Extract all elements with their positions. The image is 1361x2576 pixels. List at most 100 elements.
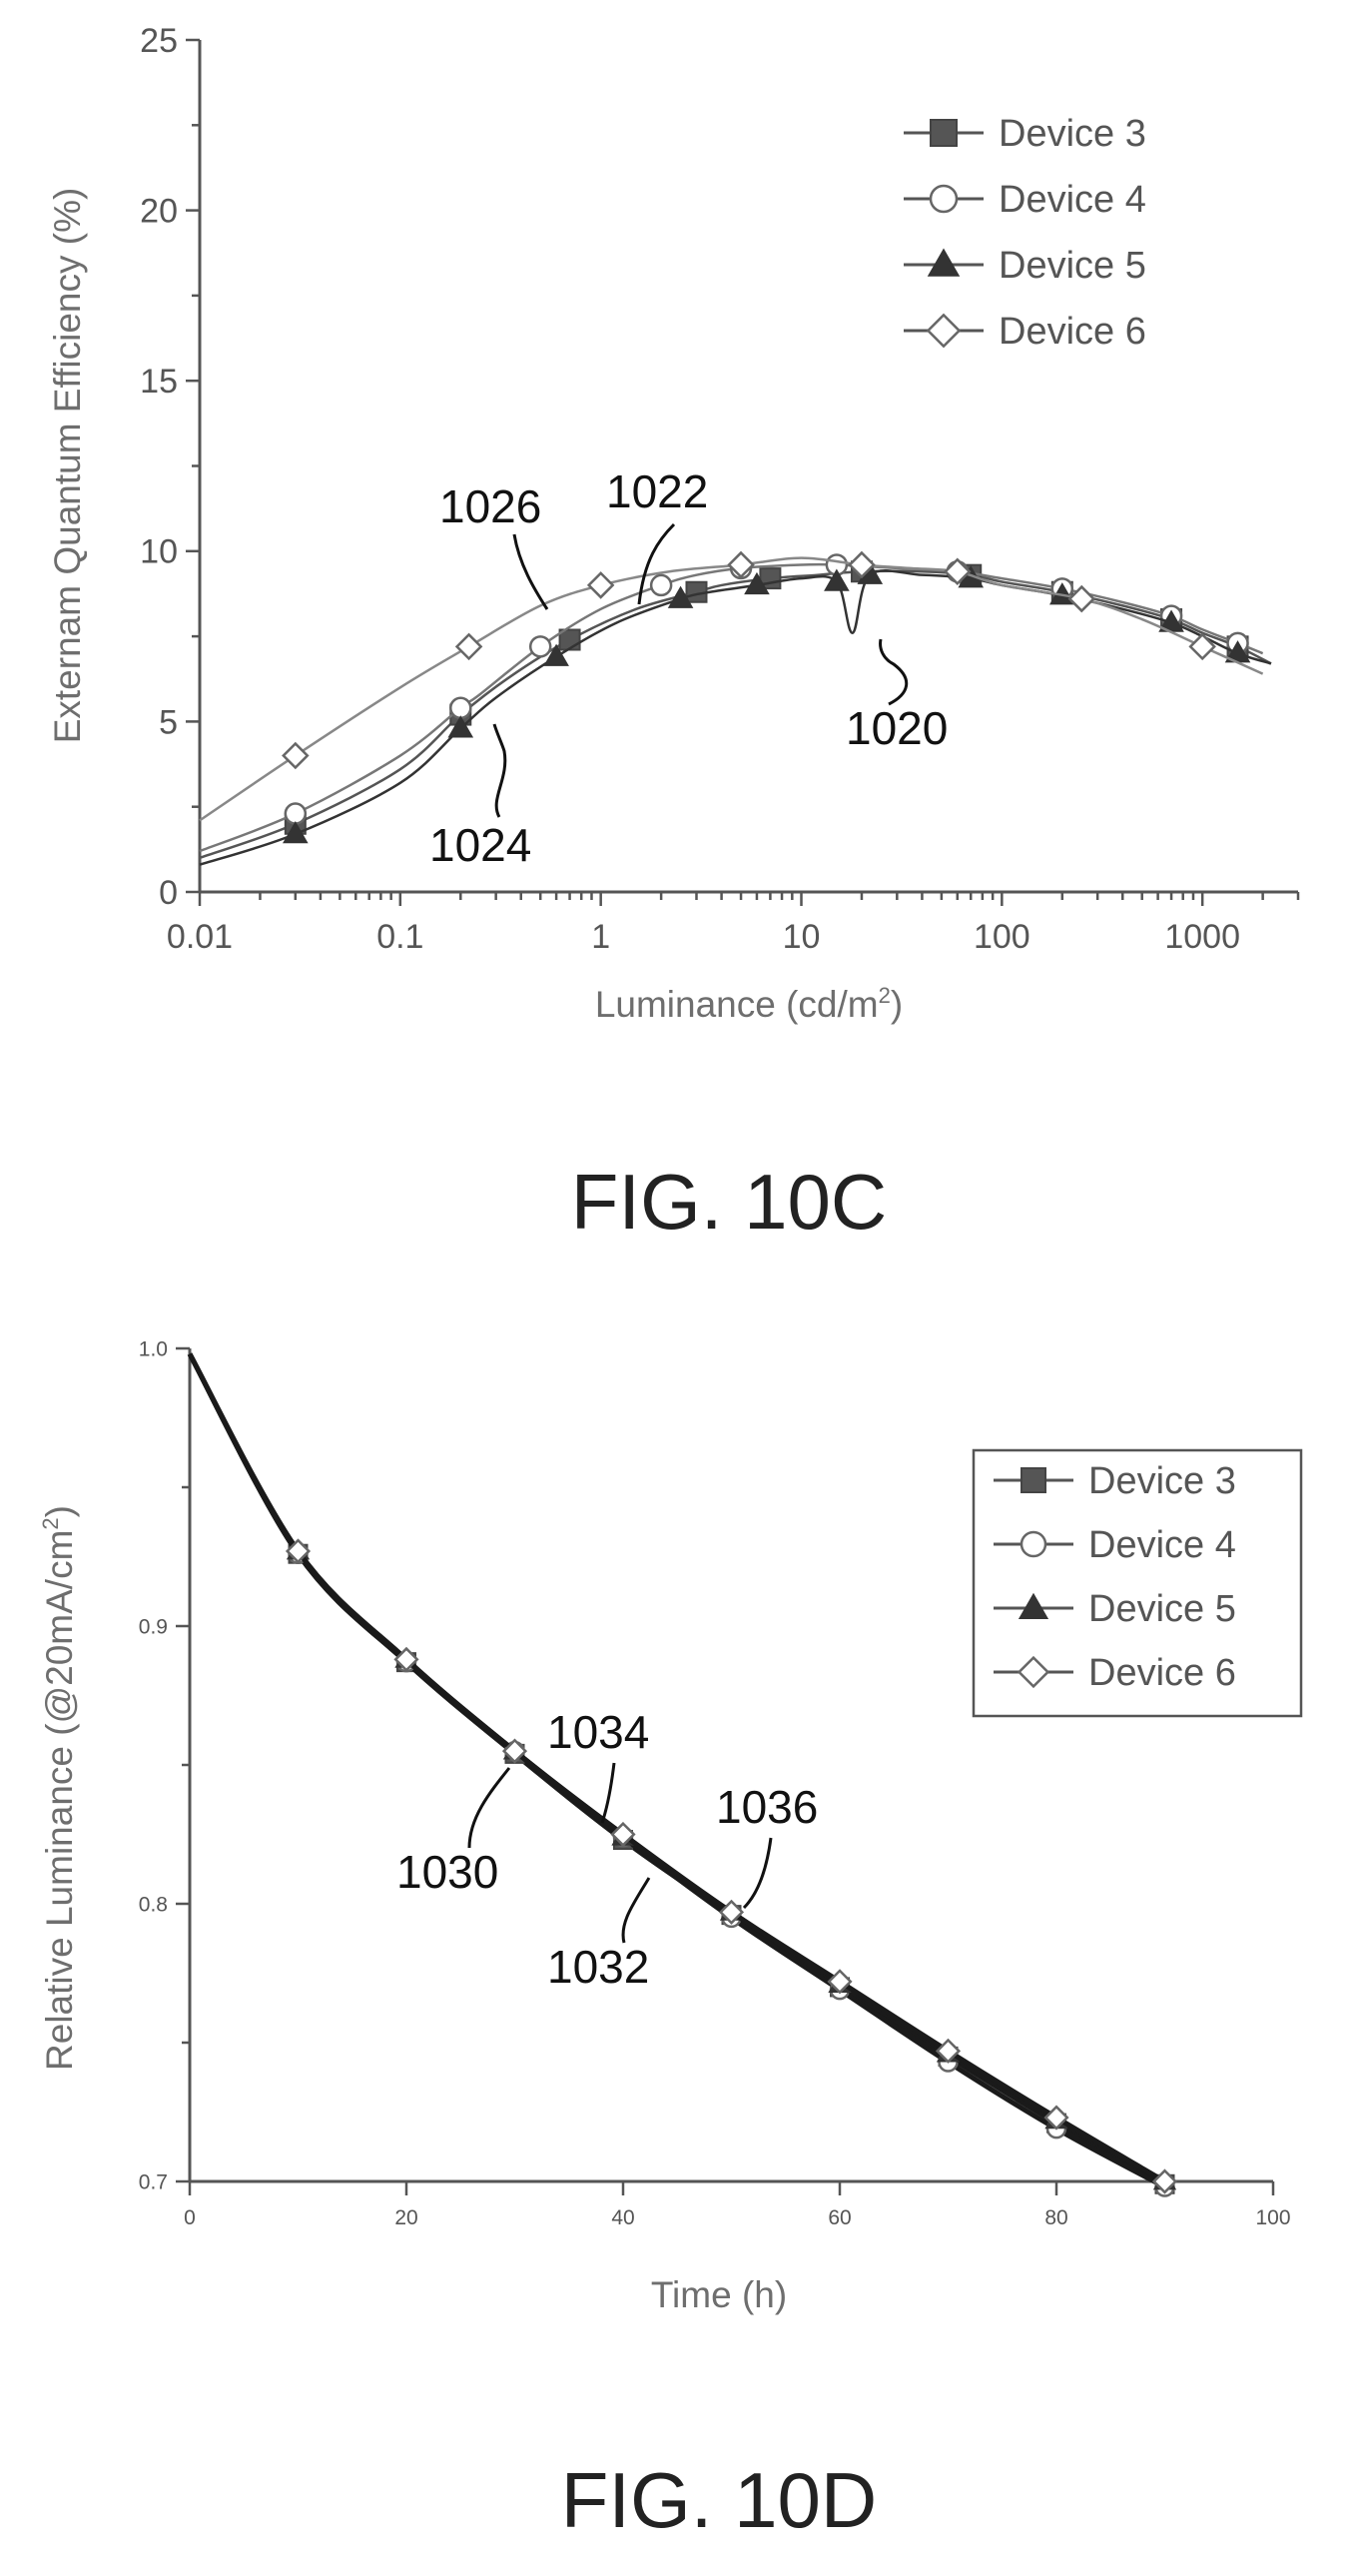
chart-10c-legend-item-device-3: Device 3 <box>904 113 1146 155</box>
chart-10c-series-device-4-line <box>199 562 1264 853</box>
chart-10c-series-device-4-point <box>449 696 472 720</box>
callout-1024: 1024 <box>429 819 531 871</box>
chart-10c-legend-item-device-5: Device 5 <box>904 245 1146 287</box>
chart-10d-y-tick-label-1-0: 1.0 <box>139 1337 168 1360</box>
chart-10c-x-tick-label-0-1: 0.1 <box>376 918 423 956</box>
chart-10c-y-tick-label-20: 20 <box>140 193 178 231</box>
figure-caption-10c: FIG. 10C <box>571 1158 887 1246</box>
chart-10c-x-tick-label-1000: 1000 <box>1164 918 1240 956</box>
chart-10d-y-tick-label-0-7: 0.7 <box>139 2170 168 2193</box>
chart-10c-legend-item-device-4: Device 4 <box>904 179 1146 221</box>
chart-10c-series-device-6-point <box>586 571 615 599</box>
chart-10d-series <box>187 1352 1178 2197</box>
chart-10c-series-device-6-point <box>1188 632 1216 661</box>
chart-10d-series-device-6-point <box>718 1899 745 1925</box>
chart-10c-series-device-6-point <box>944 557 972 586</box>
chart-10d-legend-label-device-5: Device 5 <box>1088 1588 1236 1630</box>
chart-10d-callouts: 1034 1036 1030 1032 <box>396 1706 818 1993</box>
chart-10c-series-device-5-point <box>824 568 850 591</box>
chart-10c-legend-marker-device-6 <box>926 313 962 349</box>
chart-10c-series-device-4-point <box>649 573 673 597</box>
chart-10d-y-tick-label-0-9: 0.9 <box>139 1615 168 1638</box>
chart-10d-legend: Device 3 Device 4 Device 5 Device 6 <box>972 1448 1303 1718</box>
chart-10c-y-tick-label-5: 5 <box>159 703 178 741</box>
chart-10c-legend-marker-device-5 <box>927 248 961 277</box>
chart-10d-series-device-6-point <box>610 1821 636 1848</box>
chart-10c-series-device-4-point <box>284 802 308 825</box>
chart-10c-series-device-3-line <box>199 569 1272 860</box>
chart-10d-x-tick-label-0: 0 <box>184 2206 196 2229</box>
chart-10d-y-tick-label-0-8: 0.8 <box>139 1893 168 1916</box>
chart-10d-series-device-6-point <box>501 1738 528 1764</box>
chart-10c-series-device-6-point <box>282 741 310 770</box>
chart-10c-series-device-6-point <box>454 632 483 661</box>
chart-10c-series-device-6-point <box>848 550 876 579</box>
chart-10c-series-device-5-line <box>199 569 1272 866</box>
chart-10d-legend-marker-device-5 <box>1018 1592 1049 1619</box>
chart-10d-x-axis-title: Time (h) <box>651 2274 787 2315</box>
chart-10d-series-device-6-point <box>393 1646 419 1672</box>
chart-10c-x-axis-title: Luminance (cd/m2) <box>595 983 903 1025</box>
chart-10c-x-tick-label-1: 1 <box>591 918 610 956</box>
chart-10c-series <box>199 550 1272 866</box>
chart-10d-legend-item-device-3: Device 3 <box>994 1460 1236 1502</box>
chart-10c-legend-label-device-3: Device 3 <box>999 113 1146 155</box>
chart-10d-series-device-6-line <box>187 1352 1166 2184</box>
chart-10d-series-device-6-point <box>827 1969 853 1995</box>
chart-10d-series-device-6-point <box>1043 2105 1069 2131</box>
chart-10d-x-tick-label-100: 100 <box>1255 2206 1290 2229</box>
chart-10d-legend-item-device-6: Device 6 <box>994 1652 1236 1694</box>
callout-1030: 1030 <box>396 1846 498 1898</box>
callout-1036: 1036 <box>716 1781 818 1833</box>
chart-10d-series-device-6 <box>187 1352 1178 2194</box>
chart-10d-legend-marker-device-4 <box>1020 1530 1047 1558</box>
callout-1034: 1034 <box>547 1706 649 1758</box>
callout-1032-leader <box>621 1877 651 1944</box>
chart-10c-series-device-6 <box>199 550 1264 822</box>
chart-10c-series-device-4-point <box>528 635 552 658</box>
callout-1032: 1032 <box>547 1941 649 1993</box>
chart-10c-series-device-5-point <box>283 820 309 844</box>
chart-10c-series-device-5-point <box>744 571 770 595</box>
chart-10c-series-device-6-point <box>1067 584 1096 613</box>
chart-10c-y-tick-label-0: 0 <box>159 874 178 912</box>
chart-10c-legend-marker-device-3 <box>930 119 958 147</box>
chart-10d-ticks: 0 20 40 60 80 100 0.7 0.8 0.9 1.0 <box>139 1337 1291 2229</box>
chart-10c-series-device-6-line <box>199 556 1264 822</box>
callout-1020-leader <box>879 638 908 706</box>
chart-10c-legend-label-device-5: Device 5 <box>999 245 1146 287</box>
chart-10c-series-device-5-point <box>447 715 474 738</box>
chart-10c-x-tick-label-0-01: 0.01 <box>167 918 233 956</box>
chart-10c-legend: Device 3 Device 4 Device 5 Device 6 <box>904 113 1146 353</box>
chart-10d-legend-item-device-5: Device 5 <box>994 1588 1236 1630</box>
chart-10d-x-tick-label-20: 20 <box>394 2206 417 2229</box>
callout-1030-leader <box>467 1767 511 1849</box>
chart-10c-legend-item-device-6: Device 6 <box>904 311 1146 353</box>
chart-10c-series-device-5-point <box>667 585 694 608</box>
chart-10c: 0.01 0.1 1 10 100 1000 0 5 10 15 20 25 Luminance (c… <box>47 22 1300 1246</box>
chart-10d-series-device-6-point <box>935 2038 962 2064</box>
chart-10d-y-axis-title: Relative Luminance (@20mA/cm2) <box>38 1505 80 2071</box>
chart-10c-y-tick-label-15: 15 <box>140 363 178 401</box>
chart-10c-legend-label-device-4: Device 4 <box>999 179 1146 221</box>
chart-10d-legend-label-device-4: Device 4 <box>1088 1524 1236 1566</box>
chart-10d-legend-label-device-3: Device 3 <box>1088 1460 1236 1502</box>
chart-10d-legend-marker-device-6 <box>1017 1655 1050 1689</box>
callout-1022-leader <box>637 522 676 605</box>
chart-10c-series-device-6-point <box>727 550 755 579</box>
chart-10c-legend-label-device-6: Device 6 <box>999 311 1146 353</box>
callout-1036-leader <box>742 1837 773 1910</box>
chart-10c-y-tick-label-25: 25 <box>140 22 178 60</box>
chart-10c-x-tick-label-100: 100 <box>974 918 1030 956</box>
chart-10d-x-tick-label-40: 40 <box>611 2206 634 2229</box>
chart-10d-x-tick-label-80: 80 <box>1044 2206 1067 2229</box>
callout-1024-leader <box>492 723 507 818</box>
chart-10c-series-device-5-point <box>543 643 569 666</box>
chart-10c-y-tick-label-10: 10 <box>140 533 178 571</box>
callout-1026-leader <box>512 533 549 610</box>
chart-10d-legend-item-device-4: Device 4 <box>994 1524 1236 1566</box>
chart-10c-x-tick-label-10: 10 <box>783 918 821 956</box>
chart-10d-legend-marker-device-3 <box>1021 1467 1046 1493</box>
callout-1034-leader <box>600 1762 616 1824</box>
